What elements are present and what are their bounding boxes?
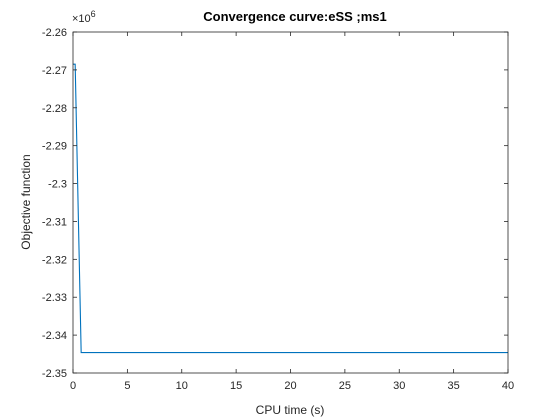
y-multiplier-base: ×10 [72, 13, 91, 25]
x-tick-label: 20 [284, 380, 296, 392]
y-tick-label: -2.26 [42, 27, 67, 39]
y-tick-label: -2.27 [42, 65, 67, 77]
chart-title: Convergence curve:eSS ;ms1 [203, 9, 387, 24]
x-tick-label: 30 [393, 380, 405, 392]
x-tick-label: 0 [70, 380, 76, 392]
y-tick-label: -2.28 [42, 103, 67, 115]
x-tick-label: 25 [339, 380, 351, 392]
y-tick-label: -2.31 [42, 216, 67, 228]
y-axis-label: Objective function [19, 154, 33, 249]
y-tick-label: -2.29 [42, 141, 67, 153]
y-multiplier-exponent: 6 [91, 9, 96, 19]
x-tick-label: 10 [176, 380, 188, 392]
y-tick-label: -2.32 [42, 254, 67, 266]
x-tick-label: 35 [448, 380, 460, 392]
x-tick-label: 5 [124, 380, 130, 392]
x-axis-label: CPU time (s) [256, 403, 325, 417]
y-tick-label: -2.3 [48, 179, 67, 191]
x-tick-label: 40 [502, 380, 514, 392]
y-tick-label: -2.33 [42, 292, 67, 304]
plot-area [73, 32, 508, 373]
y-tick-label: -2.34 [42, 330, 67, 342]
y-tick-label: -2.35 [42, 368, 67, 380]
x-tick-label: 15 [230, 380, 242, 392]
